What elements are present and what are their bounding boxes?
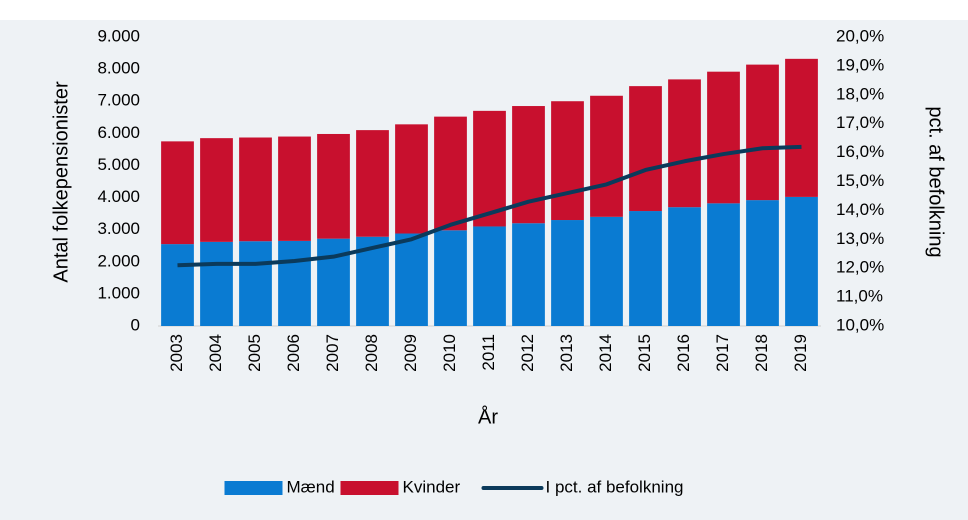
y-tick-label: 8.000 [97, 59, 140, 78]
x-tick-label: 2017 [713, 334, 732, 372]
y-tick-label: 9.000 [97, 26, 140, 45]
bar-segment [551, 101, 584, 221]
bar-segment [473, 226, 506, 326]
y2-tick-label: 17,0% [836, 113, 884, 132]
x-axis-label: År [478, 405, 498, 428]
bar-segment [707, 203, 740, 326]
legend-label: Kvinder [403, 477, 461, 496]
bar-segment [746, 64, 779, 201]
x-tick-label: 2007 [323, 334, 342, 372]
legend-label: I pct. af befolkning [546, 477, 684, 496]
line-series [177, 144, 802, 268]
y-axis-label: Antal folkepensionister [50, 81, 72, 283]
x-tick-label: 2008 [362, 334, 381, 372]
bar-segment [590, 216, 623, 326]
y2-tick-label: 16,0% [836, 142, 884, 161]
x-tick-label: 2012 [518, 334, 537, 372]
x-tick-label: 2015 [635, 334, 654, 372]
bar-segment [356, 130, 389, 237]
x-tick-label: 2014 [596, 334, 615, 372]
bar-segment [785, 58, 818, 197]
x-tick-label: 2019 [791, 334, 810, 372]
bar-segment [668, 207, 701, 326]
bar-segment [278, 240, 311, 326]
bar-segment [707, 71, 740, 204]
bar-segment [434, 116, 467, 231]
bar-segment [473, 110, 506, 227]
bar-segment [434, 230, 467, 326]
x-tick-label: 2016 [674, 334, 693, 372]
x-tick-label: 2003 [167, 334, 186, 372]
y-tick-label: 1.000 [97, 283, 140, 302]
y2-tick-label: 12,0% [836, 258, 884, 277]
x-tick-label: 2009 [401, 334, 420, 372]
x-tick-label: 2018 [752, 334, 771, 372]
bar-segment [239, 241, 272, 326]
y-tick-label: 4.000 [97, 187, 140, 206]
bar-segment [590, 95, 623, 217]
y-tick-label: 2.000 [97, 251, 140, 270]
bar-segment [395, 124, 428, 234]
y-tick-label: 3.000 [97, 219, 140, 238]
bar-segment [239, 137, 272, 242]
bar-segment [395, 233, 428, 326]
bar-segment [512, 223, 545, 326]
legend-swatch [224, 481, 283, 495]
y2-tick-label: 20,0% [836, 26, 884, 45]
y2-tick-label: 14,0% [836, 200, 884, 219]
bar-segment [200, 241, 233, 326]
y2-tick-label: 13,0% [836, 229, 884, 248]
bar-segment [317, 238, 350, 326]
legend-label: Mænd [287, 477, 335, 496]
x-tick-label: 2006 [284, 334, 303, 372]
bar-segment [161, 141, 194, 245]
y2-tick-label: 10,0% [836, 315, 884, 334]
y-tick-label: 6.000 [97, 123, 140, 142]
legend-swatch [340, 481, 399, 495]
bar-segment [629, 86, 662, 212]
x-tick-label: 2011 [479, 334, 498, 371]
x-tick-label: 2005 [245, 334, 264, 372]
y-tick-label: 0 [131, 315, 140, 334]
y2-axis-label: pct. af befolkning [925, 106, 947, 257]
bar-segment [200, 138, 233, 242]
x-tick-label: 2013 [557, 334, 576, 372]
y2-tick-label: 19,0% [836, 55, 884, 74]
bar-segment [278, 136, 311, 241]
y2-tick-label: 18,0% [836, 84, 884, 103]
x-tick-label: 2004 [206, 334, 225, 372]
y-tick-label: 7.000 [97, 91, 140, 110]
bar-segment [317, 133, 350, 239]
y-tick-label: 5.000 [97, 155, 140, 174]
bar-segment [629, 211, 662, 326]
y2-tick-label: 15,0% [836, 171, 884, 190]
bar-segment [746, 200, 779, 326]
bar-segment [785, 196, 818, 326]
bar-segment [551, 220, 584, 326]
bar-segment [668, 79, 701, 208]
y2-tick-label: 11,0% [836, 287, 883, 306]
bar-segment [161, 244, 194, 326]
x-tick-label: 2010 [440, 334, 459, 372]
